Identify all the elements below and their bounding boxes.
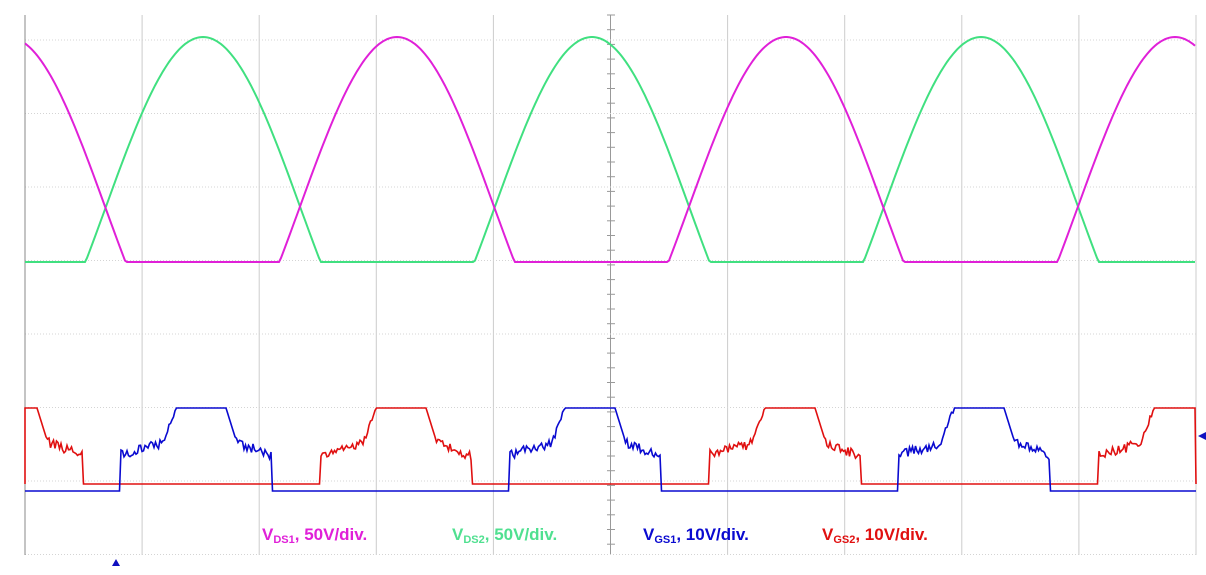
symbol: V: [262, 525, 274, 544]
subscript: GS2: [833, 534, 855, 546]
subscript: GS1: [654, 534, 676, 546]
symbol: V: [643, 525, 655, 544]
scale: , 50V/div.: [295, 525, 367, 544]
subscript: DS2: [463, 534, 484, 546]
scale: , 10V/div.: [855, 525, 927, 544]
symbol: V: [452, 525, 464, 544]
symbol: V: [822, 525, 834, 544]
scale: , 10V/div.: [676, 525, 748, 544]
subscript: DS1: [273, 534, 294, 546]
scale: , 50V/div.: [485, 525, 557, 544]
